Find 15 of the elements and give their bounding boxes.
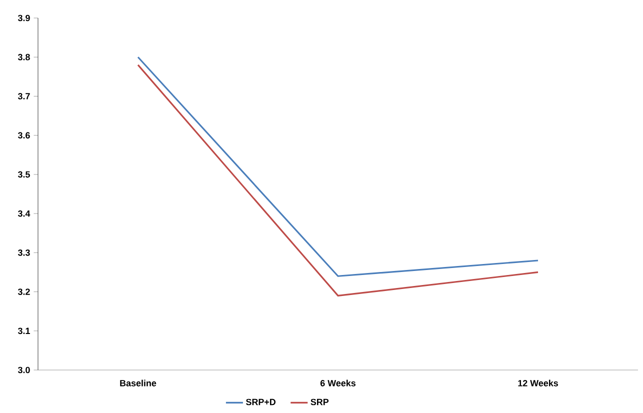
x-tick-label: Baseline [120, 380, 156, 386]
legend-label: SRP [310, 398, 329, 406]
y-tick-label: 3.9 [18, 14, 30, 22]
y-tick-label: 3.7 [18, 93, 30, 100]
y-tick-label: 3.0 [18, 366, 30, 374]
y-tick-label: 3.5 [18, 171, 30, 178]
y-tick-label: 3.1 [18, 328, 30, 334]
y-tick-label: 3.4 [18, 210, 30, 217]
y-tick-label: 3.2 [18, 288, 30, 295]
y-tick-label: 3.8 [18, 54, 30, 60]
x-tick-label: 12 Weeks [518, 380, 558, 386]
y-tick-label: 3.6 [18, 132, 30, 139]
y-tick-label: 3.3 [18, 249, 30, 256]
x-tick-label: 6 Weeks [320, 380, 356, 386]
legend-label: SRP+D [246, 398, 276, 406]
